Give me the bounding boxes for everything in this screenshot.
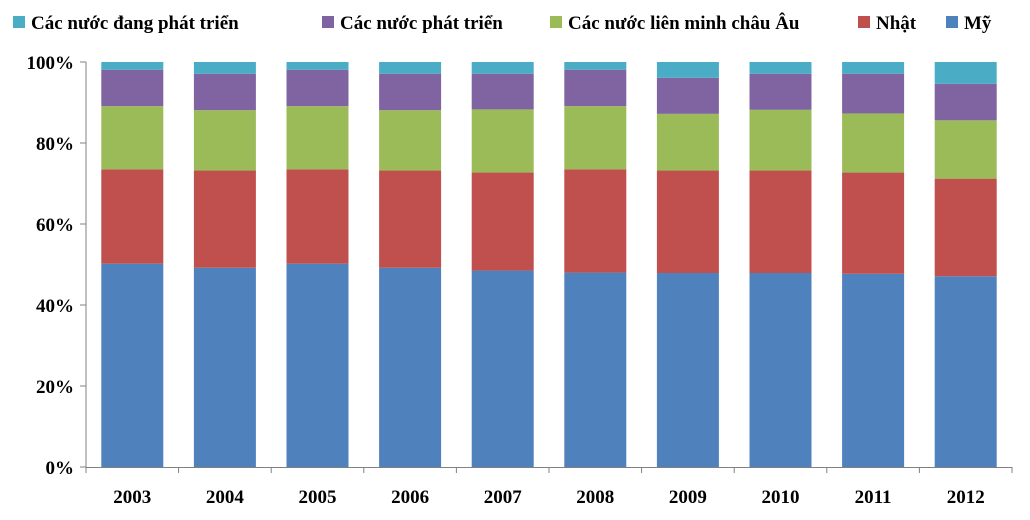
bar-segment-cac-nuoc-lien-minh-chau-au-2012 xyxy=(934,120,997,179)
y-tick-label: 60% xyxy=(36,215,74,236)
legend-swatch xyxy=(322,16,334,28)
legend-label: Các nước phát triển xyxy=(340,13,503,34)
bar-segment-my-2006 xyxy=(379,267,442,467)
bar-segment-cac-nuoc-dang-phat-trien-2005 xyxy=(286,62,349,70)
legend-item-cac-nuoc-lien-minh-chau-au: Các nước liên minh châu Âu xyxy=(550,12,800,34)
bar-segment-my-2009 xyxy=(656,273,719,467)
bar-segment-cac-nuoc-phat-trien-2009 xyxy=(656,77,719,114)
y-tick-label: 20% xyxy=(36,377,74,398)
legend-swatch xyxy=(13,16,25,28)
bar-segment-cac-nuoc-lien-minh-chau-au-2011 xyxy=(842,113,905,173)
bar-segment-cac-nuoc-lien-minh-chau-au-2010 xyxy=(749,109,812,171)
bar-segment-cac-nuoc-phat-trien-2005 xyxy=(286,69,349,107)
x-tick-label: 2004 xyxy=(206,487,245,508)
bar-segment-nhat-2010 xyxy=(749,170,812,273)
axes: 0% 20% 40% 60% 80% 100% 2003 2004 2005 2006 2007 20… xyxy=(27,53,1013,508)
x-tick-label: 2005 xyxy=(299,487,337,508)
bar-segment-cac-nuoc-dang-phat-trien-2011 xyxy=(842,62,905,74)
bar-segment-my-2005 xyxy=(286,263,349,467)
legend-swatch xyxy=(946,16,958,28)
bar-segment-cac-nuoc-lien-minh-chau-au-2009 xyxy=(656,113,719,171)
legend-label: Các nước đang phát triển xyxy=(31,13,239,34)
bar-segment-my-2004 xyxy=(193,267,256,467)
bar-segment-cac-nuoc-phat-trien-2010 xyxy=(749,73,812,110)
bar-segment-cac-nuoc-phat-trien-2008 xyxy=(564,69,627,107)
bar-group-2006 xyxy=(379,62,442,467)
bar-group-2009 xyxy=(656,62,719,467)
bar-segment-cac-nuoc-lien-minh-chau-au-2003 xyxy=(101,106,164,170)
legend-item-cac-nuoc-phat-trien: Các nước phát triển xyxy=(322,13,503,34)
bar-segment-cac-nuoc-lien-minh-chau-au-2004 xyxy=(193,110,256,171)
bar-segment-nhat-2004 xyxy=(193,170,256,268)
x-tick-label: 2009 xyxy=(669,487,707,508)
bar-segment-cac-nuoc-phat-trien-2011 xyxy=(842,73,905,114)
y-tick-label: 0% xyxy=(46,458,75,479)
bar-group-2007 xyxy=(471,62,534,467)
legend-label: Mỹ xyxy=(964,13,992,34)
bar-segment-cac-nuoc-lien-minh-chau-au-2007 xyxy=(471,109,534,173)
bar-segment-cac-nuoc-phat-trien-2012 xyxy=(934,83,997,121)
x-tick-label: 2006 xyxy=(391,487,429,508)
bar-segment-cac-nuoc-dang-phat-trien-2008 xyxy=(564,62,627,70)
x-tick-label: 2010 xyxy=(762,487,800,508)
legend-swatch xyxy=(858,16,870,28)
bar-segment-cac-nuoc-dang-phat-trien-2003 xyxy=(101,62,164,70)
bar-segment-my-2008 xyxy=(564,272,627,467)
bar-segment-cac-nuoc-lien-minh-chau-au-2006 xyxy=(379,110,442,171)
bar-segment-my-2003 xyxy=(101,263,164,467)
legend-label: Các nước liên minh châu Âu xyxy=(568,12,800,34)
legend: Các nước đang phát triển Các nước phát tr… xyxy=(13,12,992,34)
bar-group-2012 xyxy=(934,62,997,467)
legend-item-cac-nuoc-dang-phat-trien: Các nước đang phát triển xyxy=(13,13,239,34)
bar-segment-my-2010 xyxy=(749,273,812,467)
x-tick-label: 2011 xyxy=(855,487,892,508)
bar-group-2010 xyxy=(749,62,812,467)
legend-swatch xyxy=(550,16,562,28)
x-tick-label: 2007 xyxy=(484,487,523,508)
y-tick-label: 100% xyxy=(27,53,75,74)
bar-segment-cac-nuoc-dang-phat-trien-2004 xyxy=(193,62,256,74)
bar-segment-cac-nuoc-phat-trien-2004 xyxy=(193,73,256,111)
legend-label: Nhật xyxy=(876,13,917,34)
y-tick-label: 80% xyxy=(36,134,74,155)
legend-item-nhat: Nhật xyxy=(858,13,917,34)
bars xyxy=(101,62,997,467)
bar-segment-my-2011 xyxy=(842,273,905,467)
bar-segment-my-2012 xyxy=(934,276,997,467)
bar-segment-cac-nuoc-dang-phat-trien-2012 xyxy=(934,62,997,84)
x-tick-label: 2012 xyxy=(947,487,985,508)
bar-segment-cac-nuoc-lien-minh-chau-au-2005 xyxy=(286,106,349,170)
bar-segment-cac-nuoc-phat-trien-2003 xyxy=(101,69,164,107)
bar-segment-nhat-2009 xyxy=(656,170,719,273)
x-tick-label: 2008 xyxy=(576,487,614,508)
bar-segment-nhat-2011 xyxy=(842,172,905,274)
y-tick-label: 40% xyxy=(36,296,74,317)
bar-group-2005 xyxy=(286,62,349,467)
bar-segment-nhat-2005 xyxy=(286,169,349,264)
bar-group-2004 xyxy=(193,62,256,467)
bar-group-2003 xyxy=(101,62,164,467)
bar-segment-cac-nuoc-lien-minh-chau-au-2008 xyxy=(564,106,627,170)
bar-segment-cac-nuoc-phat-trien-2007 xyxy=(471,73,534,110)
bar-segment-cac-nuoc-dang-phat-trien-2006 xyxy=(379,62,442,74)
bar-segment-nhat-2006 xyxy=(379,170,442,268)
bar-group-2011 xyxy=(842,62,905,467)
bar-segment-cac-nuoc-dang-phat-trien-2007 xyxy=(471,62,534,74)
bar-segment-nhat-2008 xyxy=(564,169,627,273)
bar-segment-nhat-2012 xyxy=(934,178,997,277)
bar-segment-cac-nuoc-phat-trien-2006 xyxy=(379,73,442,111)
bar-segment-nhat-2003 xyxy=(101,169,164,264)
bar-segment-cac-nuoc-dang-phat-trien-2010 xyxy=(749,62,812,74)
bar-segment-nhat-2007 xyxy=(471,172,534,271)
bar-segment-cac-nuoc-dang-phat-trien-2009 xyxy=(656,62,719,78)
x-tick-label: 2003 xyxy=(113,487,151,508)
bar-segment-my-2007 xyxy=(471,270,534,467)
legend-item-my: Mỹ xyxy=(946,13,992,34)
bar-group-2008 xyxy=(564,62,627,467)
